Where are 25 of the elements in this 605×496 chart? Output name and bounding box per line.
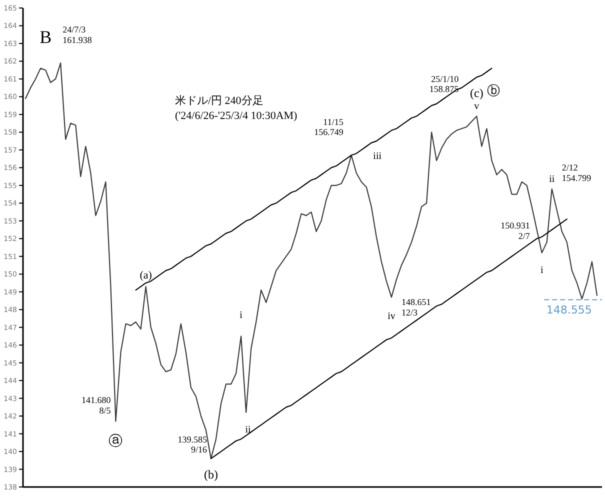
annotation: ⓑ	[487, 83, 500, 98]
annotation: 24/7/3 161.938	[62, 24, 92, 45]
annotation: B	[40, 26, 52, 47]
annotation: i	[240, 310, 243, 322]
annotation: (c)	[470, 86, 484, 100]
line-series	[24, 62, 598, 460]
annotation: (b)	[204, 468, 218, 482]
annotation: 139.585 9/16	[178, 434, 208, 455]
annotation: iv	[388, 311, 396, 322]
annotation: ii	[549, 174, 555, 185]
text: ('24/6/26-'25/3/4 10:30AM)	[175, 110, 298, 122]
annotation: 150.931 2/7	[500, 220, 530, 241]
ref-line-label: 148.555	[546, 304, 592, 317]
annotation: ⓐ	[108, 433, 123, 450]
annotation: 11/15 156.749	[314, 116, 344, 138]
annotation: i	[540, 264, 544, 276]
annotation: 141.680 8/5	[81, 395, 112, 416]
text: 米ドル/円 240分足	[175, 94, 264, 107]
annotation: (a)	[140, 270, 152, 282]
annotation: v	[474, 101, 480, 112]
annotation: 25/1/10 158.875	[429, 74, 460, 94]
annotation: iii	[373, 151, 382, 162]
annotation: ii	[245, 424, 252, 436]
annotation: 148.651 12/3	[401, 297, 431, 318]
annotation: 2/12 154.799	[562, 162, 592, 183]
